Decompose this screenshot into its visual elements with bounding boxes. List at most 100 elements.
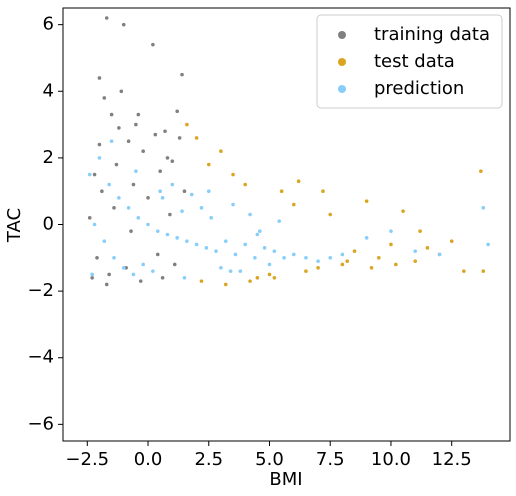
data-point <box>112 256 116 260</box>
data-point <box>199 279 204 283</box>
legend-marker <box>338 85 346 93</box>
data-point <box>107 182 111 187</box>
data-point <box>87 216 92 220</box>
y-tick-label: −6 <box>27 413 54 434</box>
data-point <box>328 212 333 217</box>
data-point <box>377 256 381 260</box>
data-point <box>97 76 102 80</box>
data-point <box>228 269 233 273</box>
data-point <box>253 256 257 260</box>
data-point <box>369 266 374 270</box>
data-point <box>277 219 282 223</box>
data-point <box>151 269 155 273</box>
data-point <box>257 229 262 233</box>
data-point <box>199 206 204 210</box>
x-tick-label: 12.5 <box>432 449 472 470</box>
y-axis-label: TAC <box>4 208 25 243</box>
data-point <box>182 275 187 280</box>
data-point <box>170 182 175 187</box>
data-point <box>146 196 150 200</box>
data-point <box>180 209 184 213</box>
data-point <box>209 216 213 220</box>
data-point <box>102 96 107 100</box>
data-point <box>121 22 126 27</box>
data-point <box>131 182 136 187</box>
data-point <box>345 259 350 263</box>
data-point <box>481 269 486 273</box>
data-point <box>134 169 138 174</box>
data-point <box>112 206 116 210</box>
data-point <box>126 206 131 210</box>
data-point <box>231 172 235 177</box>
legend-label: test data <box>374 51 455 72</box>
data-point <box>92 172 97 177</box>
data-point <box>267 262 272 267</box>
data-point <box>204 246 209 250</box>
data-point <box>160 275 165 280</box>
data-point <box>97 142 102 147</box>
y-tick-label: −2 <box>27 280 54 301</box>
data-point <box>206 189 211 193</box>
data-point <box>340 262 345 267</box>
legend-marker <box>338 31 346 39</box>
data-point <box>479 169 483 174</box>
data-point <box>321 189 325 193</box>
data-point <box>117 126 121 130</box>
data-point <box>117 196 121 200</box>
data-point <box>481 206 486 210</box>
data-point <box>194 136 199 140</box>
y-tick-label: −4 <box>27 347 54 368</box>
legend-marker <box>338 58 346 66</box>
data-point <box>219 149 223 154</box>
data-point <box>155 229 160 233</box>
data-point <box>238 269 243 273</box>
data-point <box>136 216 141 220</box>
data-point <box>146 222 150 227</box>
data-point <box>95 256 99 260</box>
data-point <box>138 279 143 283</box>
data-point <box>151 42 155 47</box>
data-point <box>126 139 131 144</box>
data-point <box>462 269 466 273</box>
legend-label: training data <box>374 24 490 45</box>
data-point <box>296 179 301 183</box>
data-point <box>262 246 267 250</box>
data-point <box>272 275 277 280</box>
data-point <box>158 169 162 174</box>
data-point <box>107 272 111 277</box>
x-tick-label: −2.5 <box>65 449 109 470</box>
data-point <box>119 89 124 94</box>
data-point <box>328 256 333 260</box>
data-point <box>255 275 260 280</box>
data-point <box>160 196 165 200</box>
x-tick-label: 2.5 <box>194 449 223 470</box>
data-point <box>177 136 182 140</box>
data-point <box>104 16 109 20</box>
data-point <box>282 256 286 260</box>
data-point <box>248 212 252 217</box>
data-point <box>316 259 320 263</box>
data-point <box>129 229 133 233</box>
data-point <box>104 282 109 287</box>
x-tick-label: 10.0 <box>371 449 411 470</box>
data-point <box>121 266 126 270</box>
data-point <box>165 156 170 160</box>
y-tick-label: 2 <box>43 147 54 168</box>
data-point <box>389 229 393 233</box>
data-point <box>87 172 92 177</box>
data-point <box>172 262 177 267</box>
data-point <box>206 162 211 167</box>
data-point <box>486 242 490 247</box>
data-point <box>255 232 260 237</box>
data-point <box>109 112 114 117</box>
data-point <box>394 262 398 267</box>
data-point <box>175 236 179 240</box>
data-point <box>136 112 141 117</box>
plot-frame <box>62 7 511 442</box>
data-point <box>243 242 248 247</box>
data-point <box>389 242 393 247</box>
data-point <box>97 156 102 160</box>
data-point <box>102 239 107 243</box>
data-point <box>153 132 158 137</box>
x-tick-label: 0.0 <box>134 449 163 470</box>
